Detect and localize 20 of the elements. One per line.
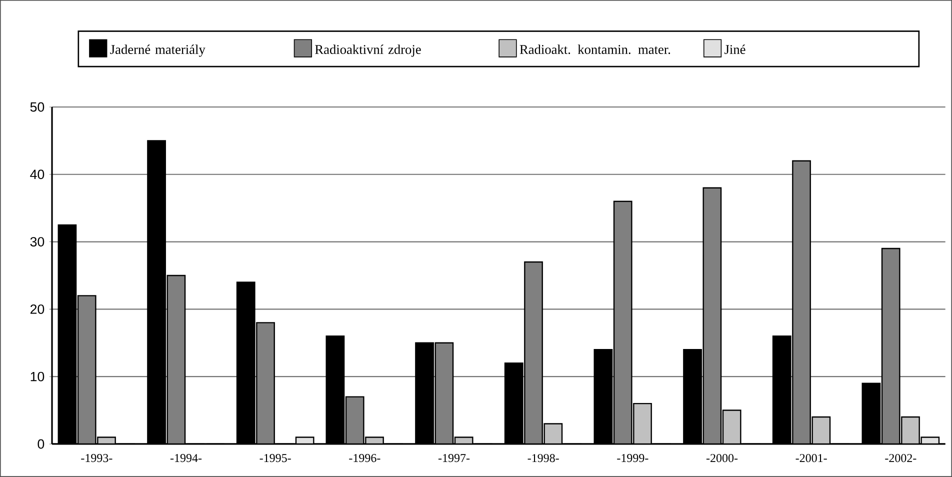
- x-tick-label: -1998-: [528, 454, 559, 462]
- x-tick-label: -2001-: [796, 454, 827, 462]
- x-tick-label: -2002-: [885, 454, 916, 462]
- legend-label: Jiné: [724, 44, 746, 54]
- y-tick-label: 20: [30, 304, 44, 314]
- x-tick-label: -1997-: [438, 454, 470, 462]
- y-tick-label: 0: [38, 439, 44, 449]
- x-tick-label: -1999-: [617, 454, 648, 462]
- x-tick-label: -1996-: [349, 454, 380, 462]
- x-tick-label: -1995-: [260, 454, 291, 462]
- y-tick-label: 50: [30, 102, 44, 112]
- x-tick-label: -2000-: [706, 454, 738, 462]
- y-tick-label: 30: [30, 237, 44, 247]
- x-tick-label: -1993-: [81, 454, 112, 462]
- legend-label: Radioakt. kontamin. mater.: [520, 44, 670, 54]
- x-tick-label: -1994-: [170, 454, 202, 462]
- legend-label: Jaderné materiály: [110, 44, 206, 57]
- y-tick-label: 10: [30, 372, 44, 382]
- legend-label: Radioaktivní zdroje: [315, 44, 421, 57]
- y-tick-label: 40: [30, 170, 44, 180]
